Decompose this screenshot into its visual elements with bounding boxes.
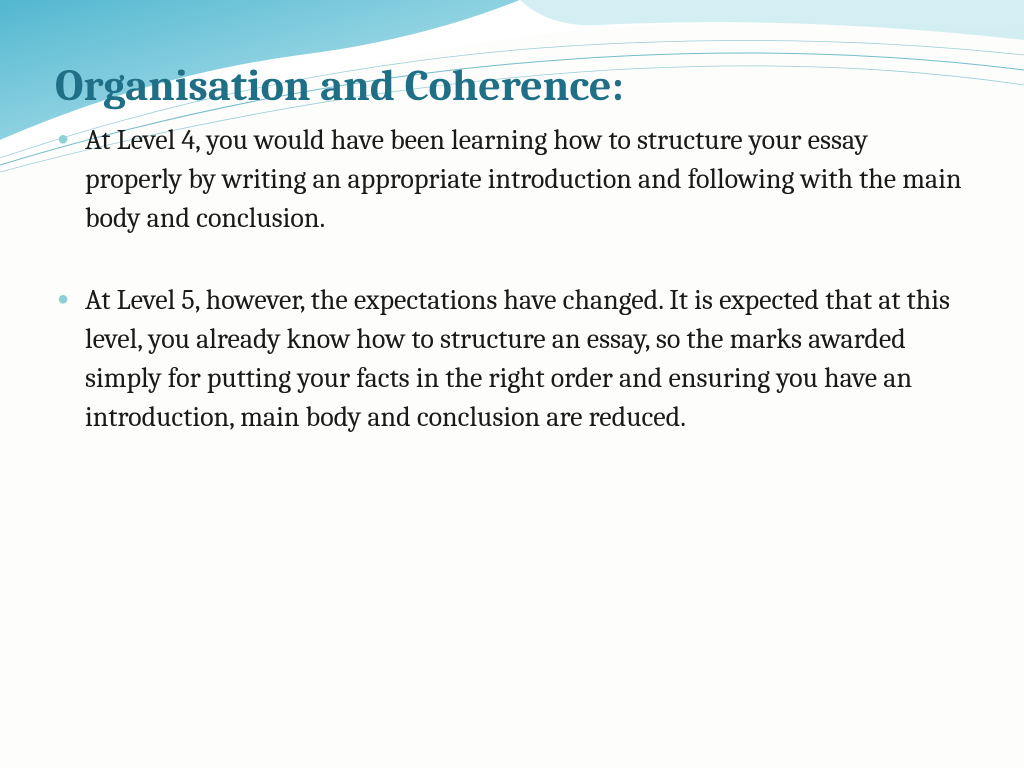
bullet-item: At Level 5, however, the expectations ha… bbox=[85, 281, 969, 438]
slide-title: Organisation and Coherence: bbox=[55, 60, 969, 111]
slide-content: Organisation and Coherence: At Level 4, … bbox=[0, 0, 1024, 437]
bullet-item: At Level 4, you would have been learning… bbox=[85, 121, 969, 239]
bullet-list: At Level 4, you would have been learning… bbox=[55, 121, 969, 437]
